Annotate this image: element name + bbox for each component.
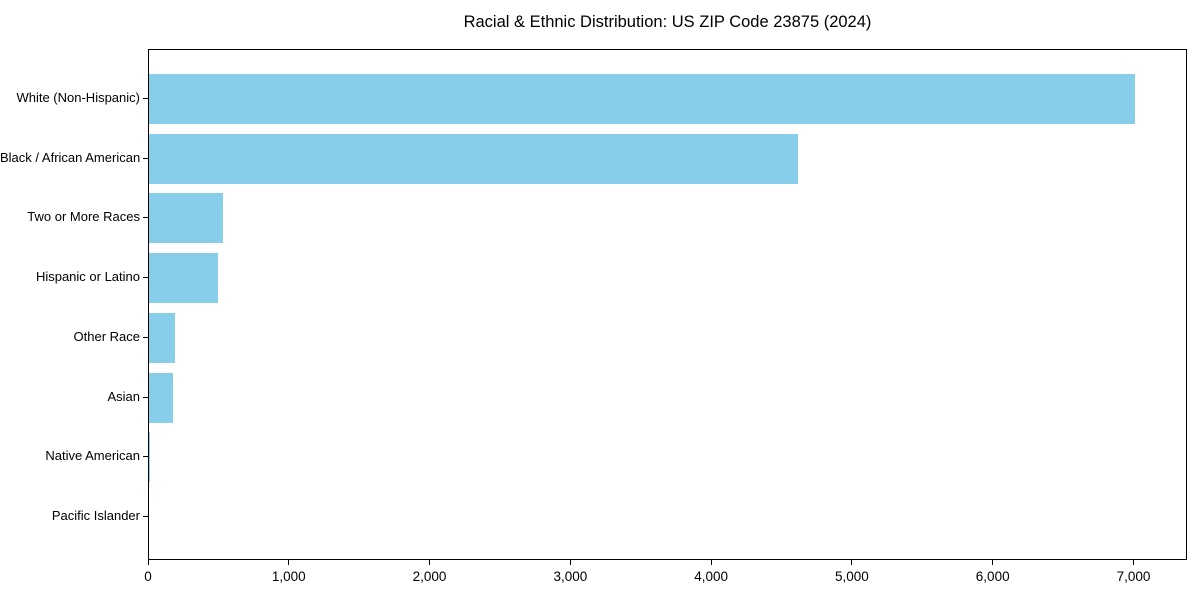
x-tick-label: 5,000: [835, 569, 869, 584]
plot-inner: [149, 50, 1186, 559]
x-tick: [429, 560, 431, 565]
bar: [149, 253, 218, 304]
x-tick-label: 6,000: [975, 569, 1010, 584]
x-tick: [851, 560, 853, 565]
bar: [149, 312, 175, 363]
bar: [149, 73, 1135, 124]
x-tick-label: 7,000: [1116, 569, 1151, 584]
y-tick: [143, 97, 148, 99]
y-axis-label: White (Non-Hispanic): [16, 89, 140, 105]
x-tick-label: 3,000: [553, 569, 588, 584]
y-axis-label: Native American: [45, 448, 140, 464]
y-axis-label: Black / African American: [0, 149, 141, 165]
x-tick: [710, 560, 712, 565]
y-tick: [143, 157, 148, 159]
x-tick: [992, 560, 994, 565]
x-tick: [569, 560, 571, 565]
x-tick-label: 1,000: [271, 569, 306, 584]
y-tick: [143, 396, 148, 398]
bar: [149, 133, 799, 184]
x-tick-label: 0: [144, 569, 152, 584]
x-tick-label: 2,000: [412, 569, 447, 584]
x-tick: [288, 560, 290, 565]
y-tick: [143, 217, 148, 219]
y-tick: [143, 516, 148, 518]
y-tick: [143, 277, 148, 279]
x-tick: [1133, 560, 1134, 565]
y-axis-label: Pacific Islander: [51, 508, 140, 524]
y-axis-label: Two or More Races: [27, 209, 140, 225]
y-axis-label: Hispanic or Latino: [35, 269, 140, 285]
y-axis-label: Other Race: [73, 328, 140, 344]
chart-title: Racial & Ethnic Distribution: US ZIP Cod…: [463, 13, 872, 31]
x-tick: [147, 560, 149, 565]
plot-area: [148, 49, 1187, 560]
bar: [149, 432, 151, 483]
y-tick: [143, 336, 148, 338]
bar: [149, 193, 223, 244]
y-tick: [143, 456, 148, 458]
x-tick-label: 4,000: [694, 569, 729, 584]
y-axis-label: Asian: [107, 388, 140, 404]
bar: [149, 372, 173, 423]
